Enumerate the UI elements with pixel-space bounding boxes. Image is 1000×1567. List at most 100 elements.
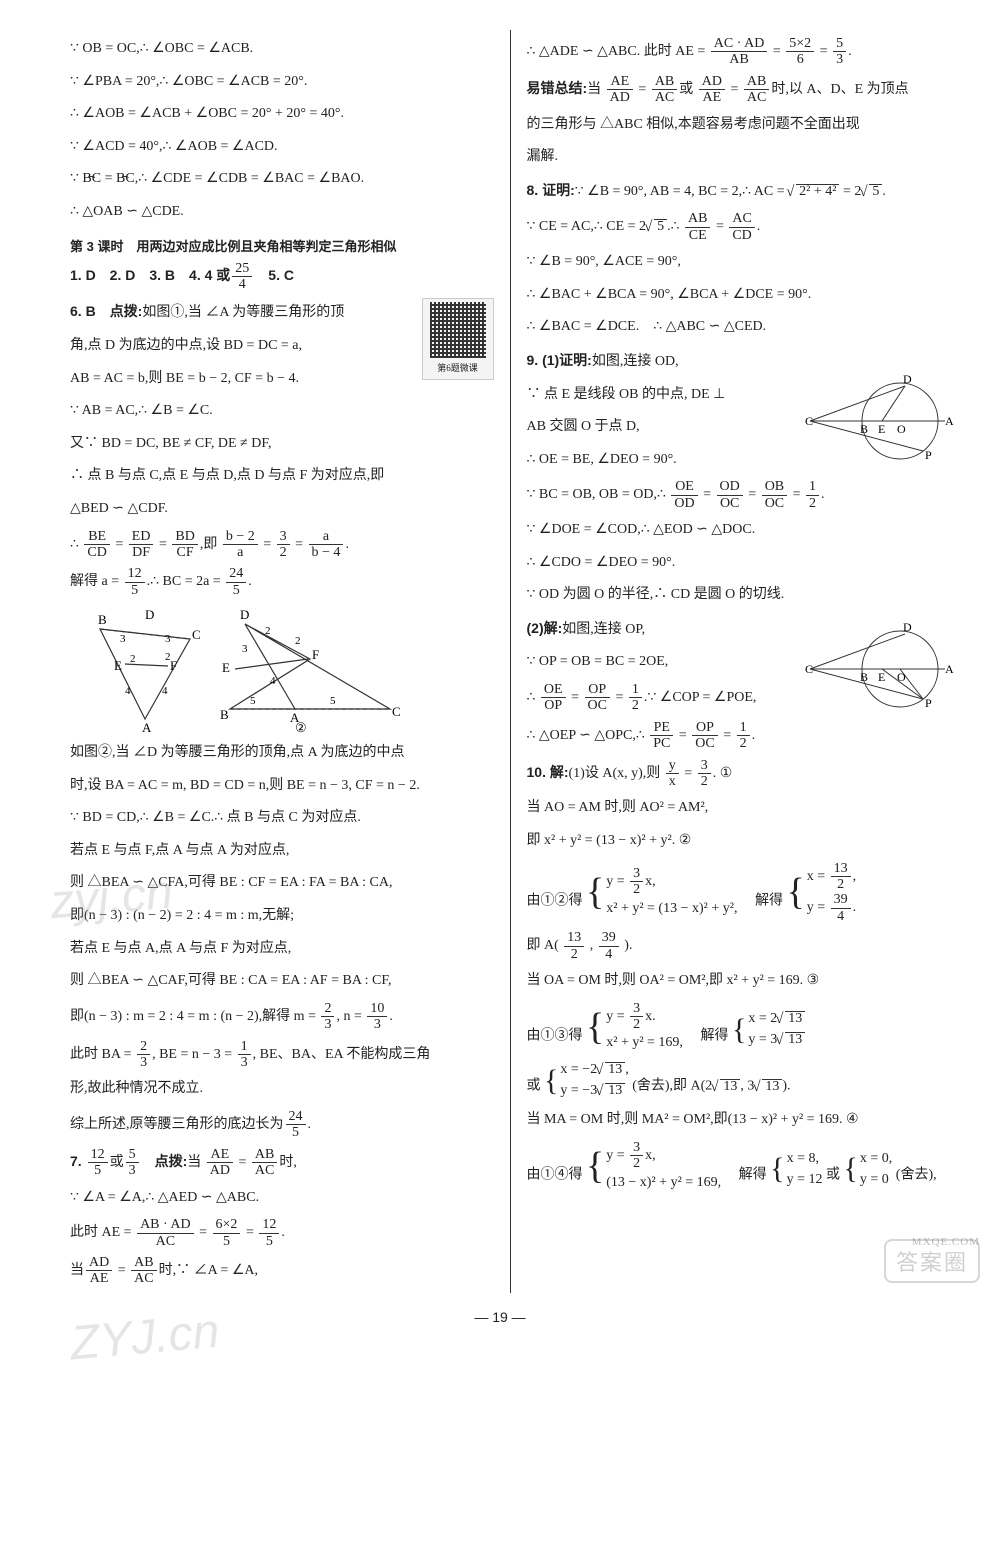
svg-text:3: 3 <box>242 643 248 655</box>
arc-BC: BC <box>116 171 135 186</box>
text-line: 则 △BEA ∽ △CAF,可得 BE : CA = EA : AF = BA … <box>70 968 494 995</box>
q9-figure-2: C B E O A D P <box>805 619 955 719</box>
equation-line: 综上所述,原等腰三角形的底边长为245. <box>70 1109 494 1141</box>
answers-tail: 5. C <box>254 267 294 283</box>
q7-num: 7. <box>70 1153 86 1169</box>
svg-text:C: C <box>392 704 401 719</box>
svg-text:2: 2 <box>130 653 136 665</box>
svg-text:D: D <box>903 620 912 634</box>
text-line: ∴ △OAB ∽ △CDE. <box>70 199 494 226</box>
left-column: ∵ OB = OC,∴ ∠OBC = ∠ACB. ∵ ∠PBA = 20°,∴ … <box>60 30 504 1293</box>
text-line: ∵ ∠A = ∠A,∴ △AED ∽ △ABC. <box>70 1185 494 1212</box>
error-label: 易错总结: <box>527 80 588 96</box>
text-line: 的三角形与 △ABC 相似,本题容易考虑问题不全面出现 <box>527 112 951 139</box>
svg-text:O: O <box>897 422 906 436</box>
answer-line: 1. D 2. D 3. B 4. 4 或254 5. C <box>70 261 494 293</box>
text-line: 若点 E 与点 A,点 A 与点 F 为对应点, <box>70 936 494 963</box>
svg-text:A: A <box>142 720 152 734</box>
text-line: 又∵ BD = DC, BE ≠ CF, DE ≠ DF, <box>70 431 494 458</box>
text-line: 漏解. <box>527 144 951 171</box>
text-line: 当 OA = OM 时,则 OA² = OM²,即 x² + y² = 169.… <box>527 968 951 995</box>
svg-text:E: E <box>222 660 230 675</box>
hint-label: 点拨: <box>141 1153 188 1169</box>
svg-text:3: 3 <box>165 633 171 645</box>
svg-text:4: 4 <box>125 685 131 697</box>
text-line: ∵ ∠ACD = 40°,∴ ∠AOB = ∠ACD. <box>70 134 494 161</box>
svg-text:②: ② <box>295 720 307 734</box>
equation-line: ∴ BECD = EDDF = BDCF,即 b − 2a = 32 = ab … <box>70 529 494 561</box>
q10-label: 10. 解: <box>527 764 569 780</box>
q6-num: 6. B <box>70 303 110 319</box>
svg-text:A: A <box>945 662 954 676</box>
text-line: 如图②,当 ∠D 为等腰三角形的顶角,点 A 为底边的中点 <box>70 740 494 767</box>
svg-text:B: B <box>220 707 229 722</box>
svg-text:O: O <box>897 670 906 684</box>
svg-text:E: E <box>114 658 122 673</box>
svg-text:F: F <box>312 647 319 662</box>
svg-text:C: C <box>805 662 813 676</box>
text-line: ∵ AB = AC,∴ ∠B = ∠C. <box>70 398 494 425</box>
brace-line: 由①②得 { y = 32x, x² + y² = (13 − x)² + y²… <box>527 861 951 925</box>
svg-text:B: B <box>860 670 868 684</box>
q8-line: 8. 证明:∵ ∠B = 90°, AB = 4, BC = 2,∴ AC = … <box>527 177 951 206</box>
text-line: 当 MA = OM 时,则 MA² = OM²,即(13 − x)² + y² … <box>527 1107 951 1134</box>
answers: 1. D 2. D 3. B 4. 4 或 <box>70 267 230 283</box>
q6-line: 6. B 点拨:如图①,当 ∠A 为等腰三角形的顶 第6题微课 <box>70 298 494 327</box>
svg-text:D: D <box>903 372 912 386</box>
svg-text:2: 2 <box>265 625 271 637</box>
svg-text:F: F <box>170 658 177 673</box>
arc-BC: BC <box>82 171 101 186</box>
equation-line: 即 A( 132 , 394 ). <box>527 930 951 962</box>
text-line: ∴ ∠BAC = ∠DCE. ∴ △ABC ∽ △CED. <box>527 314 951 341</box>
q7-line: 7. 125或53 点拨:当 AEAD = ABAC时, <box>70 1147 494 1179</box>
svg-text:C: C <box>192 627 201 642</box>
right-column: ∴ △ADE ∽ △ABC. 此时 AE = AC · ADAB = 5×26 … <box>517 30 961 1293</box>
svg-text:4: 4 <box>162 685 168 697</box>
svg-text:3: 3 <box>120 633 126 645</box>
svg-text:E: E <box>878 422 885 436</box>
error-note: 易错总结:当 AEAD = ABAC或 ADAE = ABAC时,以 A、D、E… <box>527 74 951 106</box>
text-line: ∵ ∠PBA = 20°,∴ ∠OBC = ∠ACB = 20°. <box>70 69 494 96</box>
text-line: ∵ OB = OC,∴ ∠OBC = ∠ACB. <box>70 36 494 63</box>
text-line: 角,点 D 为底边的中点,设 BD = DC = a, <box>70 333 494 360</box>
q9-label: 9. (1)证明: <box>527 352 592 368</box>
q9b-label: (2)解: <box>527 620 563 636</box>
svg-text:P: P <box>925 448 932 462</box>
equation-line: ∵ CE = AC,∴ CE = 25.∴ ABCE = ACCD. <box>527 211 951 243</box>
site-badge: 答案圈 <box>884 1239 980 1283</box>
text: ,∴ ∠CDE = ∠CDB = ∠BAC = ∠BAO. <box>135 171 364 186</box>
text-line: ∵ OD 为圆 O 的半径,∴ CD 是圆 O 的切线. <box>527 582 951 609</box>
text-line: 即(n − 3) : (n − 2) = 2 : 4 = m : m,无解; <box>70 903 494 930</box>
brace-line: 或 { x = −213, y = −313 (舍去),即 A(213, 313… <box>527 1059 951 1101</box>
equation-line: 此时 AE = AB · ADAC = 6×25 = 125. <box>70 1217 494 1249</box>
svg-text:B: B <box>860 422 868 436</box>
text-line: ∵ ∠DOE = ∠COD,∴ △EOD ∽ △DOC. <box>527 517 951 544</box>
text-line: 若点 E 与点 F,点 A 与点 A 为对应点, <box>70 838 494 865</box>
equation-line: ∴ △OEP ∽ △OPC,∴ PEPC = OPOC = 12. <box>527 720 951 752</box>
text-line: 当 AO = AM 时,则 AO² = AM², <box>527 795 951 822</box>
text-line: ∴ ∠CDO = ∠DEO = 90°. <box>527 550 951 577</box>
text-line: ∵ ∠B = 90°, ∠ACE = 90°, <box>527 249 951 276</box>
page-container: ∵ OB = OC,∴ ∠OBC = ∠ACB. ∵ ∠PBA = 20°,∴ … <box>0 0 1000 1303</box>
svg-text:E: E <box>878 670 885 684</box>
svg-text:5: 5 <box>330 695 336 707</box>
text-line: 则 △BEA ∽ △CFA,可得 BE : CF = EA : FA = BA … <box>70 870 494 897</box>
text-line: 即 x² + y² = (13 − x)² + y². ② <box>527 828 951 855</box>
svg-text:D: D <box>145 607 154 622</box>
page-number: 19 <box>0 1309 1000 1325</box>
section-title: 第 3 课时 用两边对应成比例且夹角相等判定三角形相似 <box>70 236 494 255</box>
equation-line: 此时 BA = 23, BE = n − 3 = 13, BE、BA、EA 不能… <box>70 1039 494 1071</box>
text-line: ∴ 点 B 与点 C,点 E 与点 D,点 D 与点 F 为对应点,即 <box>70 463 494 490</box>
svg-text:5: 5 <box>250 695 256 707</box>
text-line: ∵ BC = BC,∴ ∠CDE = ∠CDB = ∠BAC = ∠BAO. <box>70 166 494 193</box>
svg-text:D: D <box>240 607 249 622</box>
text-line: ∴ ∠AOB = ∠ACB + ∠OBC = 20° + 20° = 40°. <box>70 101 494 128</box>
text-line: ∵ BD = CD,∴ ∠B = ∠C.∴ 点 B 与点 C 为对应点. <box>70 805 494 832</box>
equation-line: ∴ △ADE ∽ △ABC. 此时 AE = AC · ADAB = 5×26 … <box>527 36 951 68</box>
equation-line: 即(n − 3) : m = 2 : 4 = m : (n − 2),解得 m … <box>70 1001 494 1033</box>
svg-text:P: P <box>925 696 932 710</box>
svg-text:4: 4 <box>270 675 276 687</box>
text-line: 形,故此种情况不成立. <box>70 1076 494 1103</box>
text: 如图①,当 ∠A 为等腰三角形的顶 <box>142 305 344 320</box>
svg-text:C: C <box>805 414 813 428</box>
